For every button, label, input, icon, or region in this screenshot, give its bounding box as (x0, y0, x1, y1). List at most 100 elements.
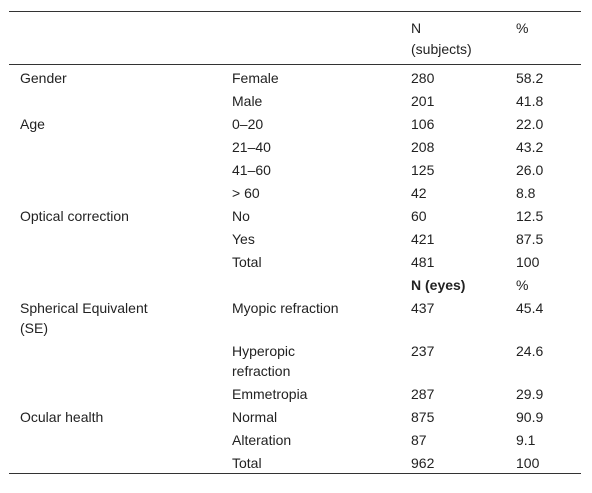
table-cell (232, 12, 411, 65)
cell-text: 437 (411, 300, 435, 316)
table-cell (9, 134, 232, 157)
table-cell: Total (232, 450, 411, 474)
cell-text: 29.9 (516, 386, 544, 402)
table-cell (9, 226, 232, 249)
table-cell: % (516, 272, 581, 295)
table-cell: 100 (516, 249, 581, 272)
table-cell: 287 (411, 381, 516, 404)
table-cell: N (eyes) (411, 272, 516, 295)
cell-text: 0–20 (232, 116, 264, 132)
cell-text: Total (232, 455, 262, 471)
cell-text: 87.5 (516, 231, 544, 247)
table-cell (9, 427, 232, 450)
table-cell: % (516, 12, 581, 65)
table-cell: 29.9 (516, 381, 581, 404)
cell-text: Myopic refraction (232, 300, 339, 316)
cell-text: Female (232, 70, 279, 86)
table-row: N (eyes)% (9, 272, 581, 295)
table-cell: 21–40 (232, 134, 411, 157)
table-cell: Gender (9, 65, 232, 89)
table-row: Yes 421 87.5 (9, 226, 581, 249)
table-cell: 8.8 (516, 180, 581, 203)
cell-text: % (516, 277, 529, 293)
table-cell: 41–60 (232, 157, 411, 180)
table-cell: 962 (411, 450, 516, 474)
table-cell (9, 450, 232, 474)
cell-text: Yes (232, 231, 255, 247)
cell-text: Age (20, 116, 45, 132)
table-cell: 437 (411, 295, 516, 338)
cell-text: > 60 (232, 185, 260, 201)
cell-text: 100 (516, 455, 540, 471)
table-cell (9, 272, 232, 295)
table-row: Age 0–20 106 22.0 (9, 111, 581, 134)
cell-text: 12.5 (516, 208, 544, 224)
cell-text: 22.0 (516, 116, 544, 132)
cell-text: 208 (411, 139, 435, 155)
table-row: Gender Female 280 58.2 (9, 65, 581, 89)
table-cell (9, 381, 232, 404)
table-cell: 43.2 (516, 134, 581, 157)
table-cell: > 60 (232, 180, 411, 203)
table-cell: 87 (411, 427, 516, 450)
table-cell: 0–20 (232, 111, 411, 134)
table-cell: 41.8 (516, 88, 581, 111)
table-row: Optical correction No 60 12.5 (9, 203, 581, 226)
table-cell: Male (232, 88, 411, 111)
table-row: Total 962 100 (9, 450, 581, 474)
cell-text: 60 (411, 208, 427, 224)
cell-text: 125 (411, 162, 435, 178)
table-cell: 421 (411, 226, 516, 249)
cell-text: Spherical Equivalent (SE) (20, 300, 148, 336)
cell-text: Total (232, 254, 262, 270)
table-cell: 100 (516, 450, 581, 474)
table-cell: N (subjects) (411, 12, 516, 65)
cell-text: Ocular health (20, 409, 104, 425)
table-cell (9, 180, 232, 203)
cell-text: Optical correction (20, 208, 129, 224)
table-cell: Hyperopic refraction (232, 338, 411, 381)
table-row: Spherical Equivalent (SE) Myopic refracti… (9, 295, 581, 338)
table-row: Total 481 100 (9, 249, 581, 272)
table-body: N (subjects)% Gender Female 280 58.2 Male 201 4… (9, 12, 581, 474)
table-cell: 22.0 (516, 111, 581, 134)
cell-text: 41.8 (516, 93, 544, 109)
table-row: 41–60 125 26.0 (9, 157, 581, 180)
table-row: Emmetropia 287 29.9 (9, 381, 581, 404)
cell-text: 24.6 (516, 343, 544, 359)
table-cell: 26.0 (516, 157, 581, 180)
table-row: N (subjects)% (9, 12, 581, 65)
table-row: > 60 42 8.8 (9, 180, 581, 203)
table-cell: 106 (411, 111, 516, 134)
cell-text: 58.2 (516, 70, 544, 86)
table-cell (9, 12, 232, 65)
cell-text: 90.9 (516, 409, 544, 425)
table-cell: 9.1 (516, 427, 581, 450)
cell-text: 875 (411, 409, 435, 425)
table-cell: 87.5 (516, 226, 581, 249)
table-row: 21–40 208 43.2 (9, 134, 581, 157)
table-row: Alteration 87 9.1 (9, 427, 581, 450)
cell-text: 26.0 (516, 162, 544, 178)
cell-text: N (eyes) (411, 277, 466, 293)
cell-text: N (subjects) (411, 20, 472, 57)
cell-text: 45.4 (516, 300, 544, 316)
table-cell (9, 249, 232, 272)
cell-text: 237 (411, 343, 435, 359)
table-cell: Spherical Equivalent (SE) (9, 295, 232, 338)
cell-text: 41–60 (232, 162, 271, 178)
table-cell: Normal (232, 404, 411, 427)
data-table: N (subjects)% Gender Female 280 58.2 Male 201 4… (9, 11, 581, 474)
table-row: Ocular health Normal 875 90.9 (9, 404, 581, 427)
table-cell: 208 (411, 134, 516, 157)
cell-text: 21–40 (232, 139, 271, 155)
table-cell: 42 (411, 180, 516, 203)
cell-text: 962 (411, 455, 435, 471)
table-cell: 875 (411, 404, 516, 427)
cell-text: 106 (411, 116, 435, 132)
cell-text: 421 (411, 231, 435, 247)
table-cell: 481 (411, 249, 516, 272)
table-cell: 90.9 (516, 404, 581, 427)
table-cell: Age (9, 111, 232, 134)
